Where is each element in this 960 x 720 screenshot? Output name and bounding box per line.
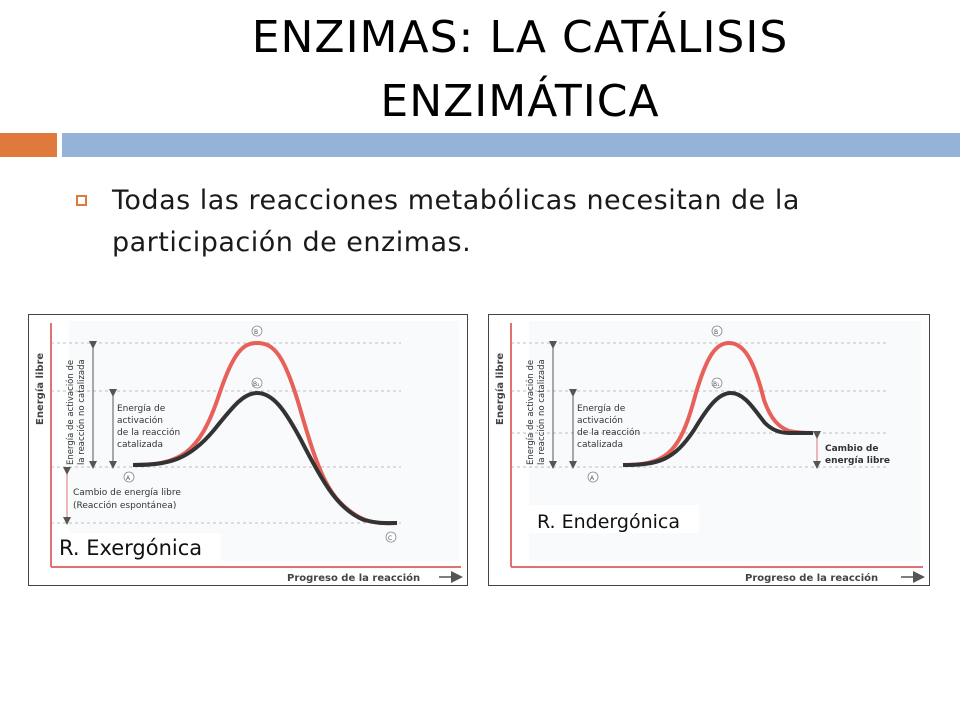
free-energy-label-line-1: Cambio de energía libre bbox=[73, 488, 181, 498]
y-axis-label: Energía libre bbox=[34, 353, 46, 425]
point-b-label: B bbox=[714, 329, 718, 336]
accent-bar-blue bbox=[62, 133, 960, 157]
slide-title: ENZIMAS: LA CATÁLISIS ENZIMÁTICA bbox=[120, 6, 920, 134]
uncatalyzed-label-line-2: la reacción no catalizada bbox=[76, 359, 87, 465]
point-c-marker bbox=[385, 531, 397, 543]
point-b1-marker bbox=[251, 377, 263, 389]
point-a-marker bbox=[123, 471, 135, 483]
x-axis-label: Progreso de la reacción bbox=[287, 572, 420, 584]
background-texture bbox=[69, 321, 459, 561]
catalyzed-label-line-1: Energía de bbox=[577, 404, 626, 414]
endergonic-diagram: Energía libre Progreso de la reacción En… bbox=[488, 314, 930, 586]
exergonic-diagram: Energía libre Progreso de la reacción En… bbox=[28, 314, 468, 586]
slide-title-line-2: ENZIMÁTICA bbox=[380, 76, 660, 127]
bullet-line-2: participación de enzimas. bbox=[112, 227, 472, 258]
endergonic-diagram-svg: Energía libre Progreso de la reacción En… bbox=[494, 321, 925, 584]
diagram-caption: R. Exergónica bbox=[59, 536, 202, 560]
free-energy-label-line-2: (Reacción espontánea) bbox=[73, 500, 176, 511]
catalyzed-label-line-2: activación bbox=[577, 415, 623, 426]
point-c-label: C bbox=[388, 535, 392, 542]
catalyzed-label-line-4: catalizada bbox=[117, 440, 163, 450]
catalyzed-label-line-4: catalizada bbox=[577, 440, 623, 450]
bullet-point: Todas las reacciones metabólicas necesit… bbox=[112, 180, 892, 264]
catalyzed-curve bbox=[132, 390, 398, 526]
point-a-label: A bbox=[590, 475, 595, 482]
caption-background bbox=[53, 533, 221, 561]
catalyzed-label-line-3: de la reacción bbox=[117, 427, 180, 438]
bullet-line-1: Todas las reacciones metabólicas necesit… bbox=[112, 185, 800, 216]
x-axis-label: Progreso de la reacción bbox=[745, 572, 878, 584]
diagram-caption: R. Endergónica bbox=[537, 511, 680, 533]
point-a-marker bbox=[587, 471, 599, 483]
free-energy-label-line-2: energía libre bbox=[825, 456, 890, 466]
catalyzed-label-line-1: Energía de bbox=[117, 404, 166, 414]
caption-background bbox=[529, 505, 699, 533]
exergonic-diagram-svg: Energía libre Progreso de la reacción En… bbox=[34, 321, 463, 584]
uncatalyzed-label-line-2: la reacción no catalizada bbox=[536, 359, 547, 465]
point-b1-label: B₁ bbox=[713, 381, 720, 388]
bullet-square-icon bbox=[76, 195, 87, 206]
slide-title-line-1: ENZIMAS: LA CATÁLISIS bbox=[251, 12, 789, 63]
uncatalyzed-label-line-1: Energía de activación de bbox=[525, 360, 536, 465]
accent-bar-orange bbox=[0, 133, 57, 157]
point-b-marker bbox=[251, 325, 263, 337]
catalyzed-label-line-2: activación bbox=[117, 415, 163, 426]
point-b1-label: B₁ bbox=[253, 381, 260, 388]
point-b1-marker bbox=[711, 377, 723, 389]
catalyzed-label-line-3: de la reacción bbox=[577, 427, 640, 438]
catalyzed-curve bbox=[622, 390, 813, 467]
y-axis-label: Energía libre bbox=[494, 353, 506, 425]
point-b-marker bbox=[711, 325, 723, 337]
uncatalyzed-label-line-1: Energía de activación de bbox=[65, 360, 76, 465]
free-energy-label-line-1: Cambio de bbox=[825, 444, 878, 454]
point-b-label: B bbox=[254, 329, 258, 336]
point-a-label: A bbox=[126, 475, 131, 482]
